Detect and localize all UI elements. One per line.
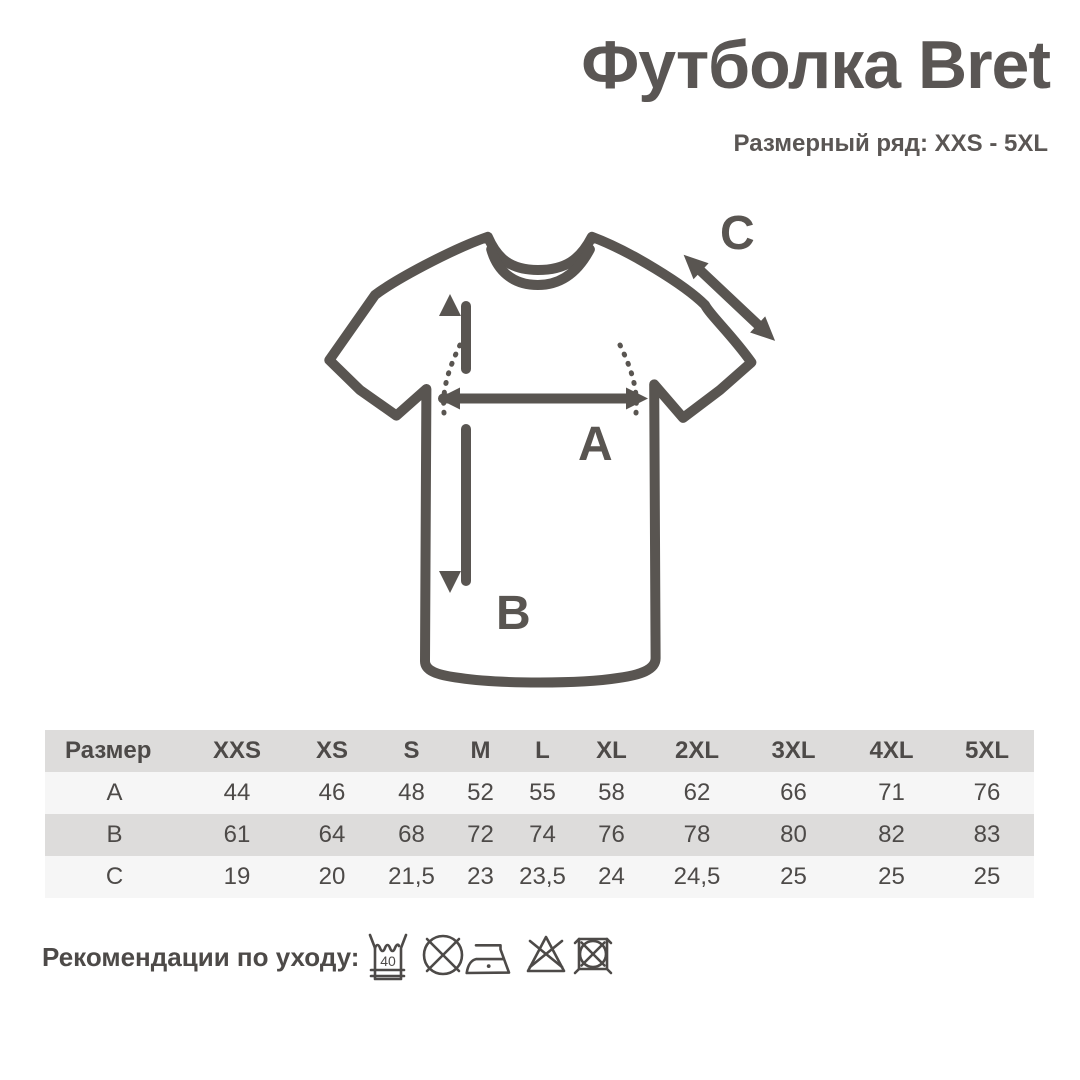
svg-text:40: 40 (380, 953, 396, 969)
svg-text:B: B (496, 587, 531, 640)
svg-text:C: C (720, 207, 755, 260)
svg-text:A: A (578, 418, 613, 471)
